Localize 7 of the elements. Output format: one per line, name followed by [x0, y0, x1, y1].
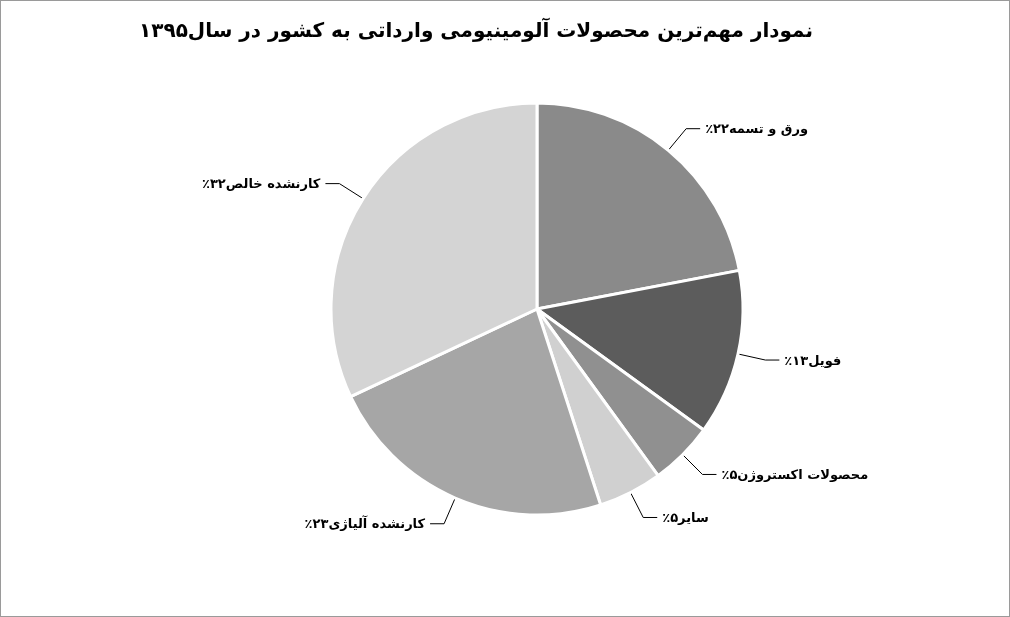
chart-title: نمودار مهم‌ترین محصولات آلومینیومی وارداتی به کشور در سال۱۳۹۵: [139, 17, 813, 42]
slice-label: سایر۵٪: [662, 510, 709, 525]
slice-label: محصولات اکستروژن۵٪: [721, 466, 869, 482]
slice-label: فویل۱۳٪: [784, 352, 842, 368]
slice-label: کارنشده آلیاژی۲۳٪: [304, 515, 426, 532]
slice-label: کارنشده خالص۳۲٪: [201, 176, 321, 192]
slice-label: ورق و تسمه۲۲٪: [705, 121, 808, 137]
